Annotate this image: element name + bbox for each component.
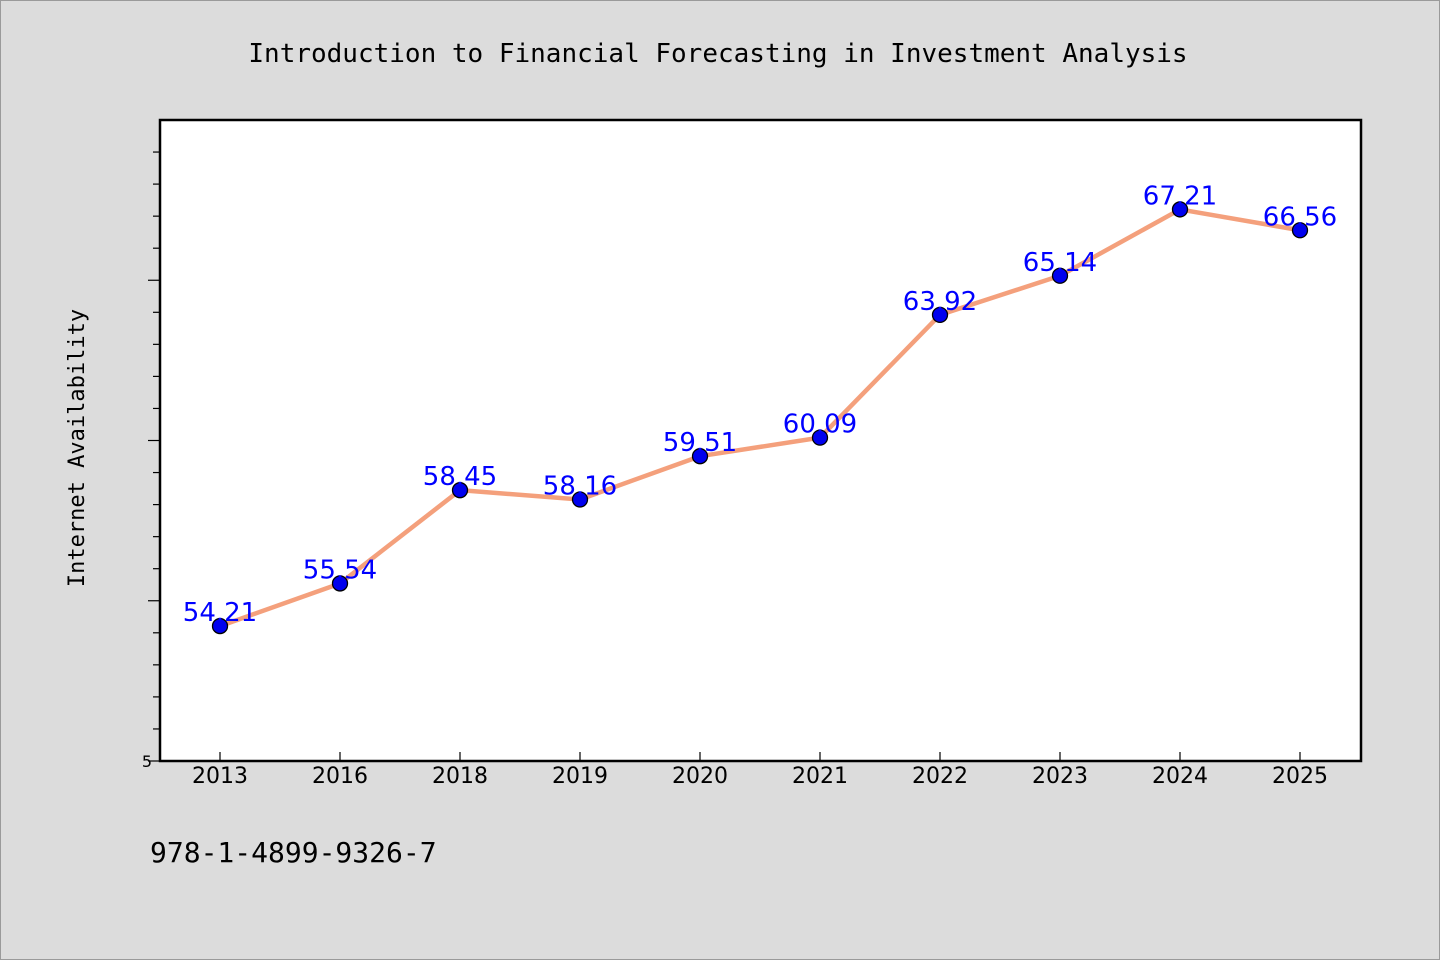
data-point — [1051, 267, 1069, 284]
x-tick-label: 2021 — [792, 764, 848, 789]
x-axis-ticks: 2013 2016 2018 2019 2020 2021 2022 2023 2024 2025 — [192, 752, 1328, 789]
data-point — [451, 482, 469, 499]
y-axis-label: Internet Availability — [65, 309, 90, 587]
data-label: 58.16 — [543, 471, 617, 501]
series-line — [217, 207, 1303, 629]
x-tick-label: 2016 — [312, 764, 368, 789]
data-point — [1291, 222, 1309, 239]
x-tick-label: 2018 — [432, 764, 488, 789]
data-point — [811, 429, 829, 446]
data-point — [331, 575, 349, 592]
data-label: 54.21 — [183, 598, 257, 628]
data-point — [691, 448, 709, 465]
data-label: 55.54 — [303, 555, 377, 585]
x-tick-label: 2013 — [192, 764, 248, 789]
data-label: 58.45 — [423, 462, 497, 492]
plot-area — [158, 118, 1363, 763]
data-point — [1171, 201, 1189, 218]
data-label: 63.92 — [903, 287, 977, 317]
y-axis-ticks: 5 — [142, 151, 160, 771]
x-tick-label: 2025 — [1272, 764, 1328, 789]
chart-title: Introduction to Financial Forecasting in… — [248, 39, 1187, 69]
data-point — [211, 617, 229, 635]
x-tick-label: 2024 — [1152, 764, 1208, 789]
data-labels-group: 54.21 55.54 58.45 58.16 59.51 60.09 63.92 65.14… — [183, 181, 1337, 628]
series-points-group — [211, 201, 1309, 635]
x-tick-label: 2022 — [912, 764, 968, 789]
isbn-footer: 978-1-4899-9326-7 — [150, 836, 437, 869]
data-label: 60.09 — [783, 410, 857, 440]
data-label: 66.56 — [1263, 202, 1337, 232]
series-line-group — [217, 207, 1303, 629]
data-point — [931, 306, 949, 324]
data-label: 67.21 — [1143, 181, 1217, 211]
x-tick-label: 2020 — [672, 764, 728, 789]
data-label: 65.14 — [1023, 248, 1097, 278]
x-tick-label: 2019 — [552, 764, 608, 789]
y-tick-label: 5 — [142, 752, 152, 771]
x-tick-label: 2023 — [1032, 764, 1088, 789]
data-point — [571, 491, 589, 508]
data-label: 59.51 — [663, 428, 737, 458]
